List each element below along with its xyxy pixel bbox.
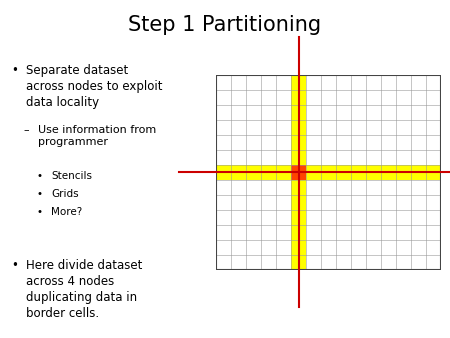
Text: •: •	[36, 189, 42, 199]
Bar	[291, 165, 306, 180]
Text: More?: More?	[51, 207, 82, 217]
Text: Separate dataset
across nodes to exploit
data locality: Separate dataset across nodes to exploit…	[26, 64, 162, 109]
Text: Here divide dataset
across 4 nodes
duplicating data in
border cells.: Here divide dataset across 4 nodes dupli…	[26, 259, 142, 320]
Text: Stencils: Stencils	[51, 171, 92, 181]
Text: Step 1 Partitioning: Step 1 Partitioning	[128, 15, 322, 35]
Text: –: –	[23, 125, 29, 135]
Bar	[291, 75, 306, 270]
Text: Use information from
programmer: Use information from programmer	[38, 125, 157, 147]
Text: •: •	[36, 207, 42, 217]
Bar	[216, 165, 441, 180]
Text: •: •	[11, 64, 18, 77]
Text: •: •	[36, 171, 42, 181]
Text: •: •	[11, 259, 18, 272]
Text: Grids: Grids	[51, 189, 79, 199]
